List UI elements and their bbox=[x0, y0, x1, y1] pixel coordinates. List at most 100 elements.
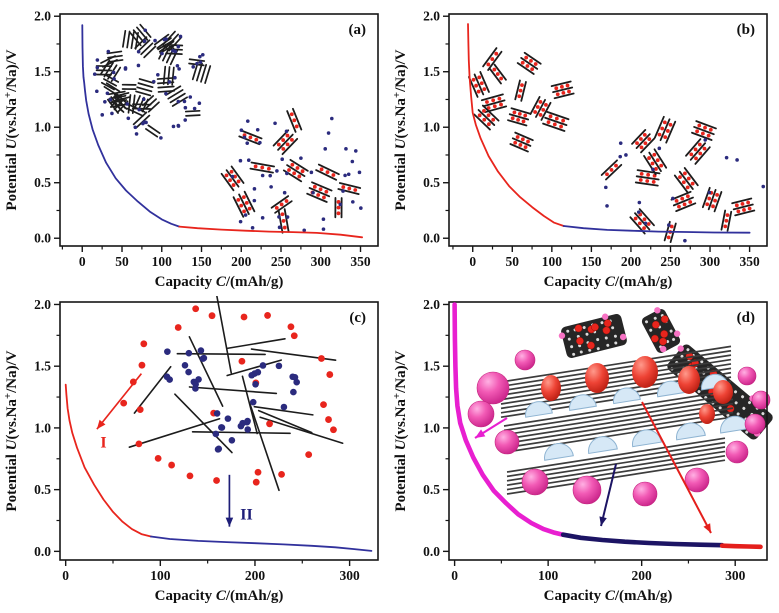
carbon-flake bbox=[641, 307, 681, 353]
panel-c: 0 100 200 300 0.0 0.5 1.0 1.5 2.0 Capacity C/(mAh… bbox=[0, 296, 389, 613]
panel-a: 0 50 100 150 200 250 300 350 0.0 0.5 1.0 1.5 2.0 Capa… bbox=[0, 0, 389, 296]
red-na-sphere bbox=[585, 363, 609, 393]
panel-letter: (c) bbox=[349, 310, 366, 326]
x-tick-label: 0 bbox=[469, 254, 476, 269]
x-axis-label: Capacity C/(mAh/g) bbox=[544, 274, 673, 290]
arrowhead-icon bbox=[225, 517, 234, 527]
y-tick-label: 1.0 bbox=[34, 120, 51, 135]
x-axis-label: Capacity C/(mAh/g) bbox=[155, 274, 284, 290]
x-tick-label: 0 bbox=[62, 568, 69, 583]
y-axis-label: Potential U(vs.Na+/Na)/V bbox=[2, 350, 20, 511]
plot-frame bbox=[59, 301, 379, 561]
x-tick-label: 150 bbox=[191, 254, 212, 269]
x-tick-label: 350 bbox=[739, 254, 760, 269]
red-na-sphere bbox=[678, 366, 700, 394]
panel-letter: (a) bbox=[349, 22, 367, 38]
red-na-sphere bbox=[699, 404, 715, 424]
curve-sloping-region bbox=[467, 23, 565, 227]
y-tick-label: 0.5 bbox=[423, 482, 440, 497]
pink-na-sphere bbox=[751, 390, 771, 410]
pink-na-sphere bbox=[632, 481, 658, 507]
y-tick-label: 1.0 bbox=[423, 420, 440, 435]
x-tick-label: 0 bbox=[79, 254, 86, 269]
x-tick-label: 100 bbox=[538, 568, 559, 583]
pink-na-sphere bbox=[476, 371, 510, 405]
panel-letter: (d) bbox=[737, 310, 755, 326]
y-axis-label: Potential U(vs.Na+/Na)/V bbox=[391, 49, 409, 210]
y-tick-label: 2.0 bbox=[423, 297, 440, 312]
x-tick-label: 300 bbox=[725, 568, 746, 583]
x-axis-label: Capacity C/(mAh/g) bbox=[155, 588, 284, 604]
intercalation-plus-pore-filling-schematic bbox=[600, 115, 766, 244]
y-tick-label: 1.5 bbox=[423, 64, 440, 79]
region-label-II: II bbox=[240, 506, 252, 523]
pink-na-sphere bbox=[572, 475, 602, 505]
y-axis-label: Potential U(vs.Na+/Na)/V bbox=[2, 49, 20, 210]
y-axis-label: Potential U(vs.Na+/Na)/V bbox=[391, 350, 409, 511]
pristine-disordered-carbon-schematic bbox=[92, 23, 212, 140]
x-tick-label: 200 bbox=[245, 568, 266, 583]
panel-d: 0 100 200 300 0.0 0.5 1.0 1.5 2.0 Capacity C/(mAh… bbox=[389, 296, 779, 613]
y-tick-label: 0.5 bbox=[34, 175, 51, 190]
y-tick-label: 0.5 bbox=[423, 175, 440, 190]
curve-plateau-region bbox=[178, 225, 363, 239]
pink-na-sphere bbox=[514, 349, 536, 371]
red-na-sphere bbox=[541, 375, 561, 401]
plot-frame bbox=[448, 301, 768, 561]
curve-tail-region-red bbox=[719, 543, 763, 550]
y-tick-label: 2.0 bbox=[34, 297, 51, 312]
y-tick-label: 2.0 bbox=[423, 9, 440, 24]
arrowhead-icon bbox=[475, 429, 486, 438]
panel-a-chart: 0 50 100 150 200 250 300 350 0.0 0.5 1.0 1.5 2.0 Capa… bbox=[2, 9, 379, 290]
pink-na-sphere bbox=[737, 366, 757, 386]
graphene-stack-with-sodium-illustration bbox=[467, 307, 773, 507]
panel-d-chart: 0 100 200 300 0.0 0.5 1.0 1.5 2.0 Capacity C/(mAh… bbox=[391, 297, 773, 604]
sodiated-intercalation-adsorption-schematic bbox=[220, 107, 363, 234]
y-tick-label: 0.0 bbox=[423, 544, 440, 559]
annotation-arrow bbox=[600, 463, 617, 527]
x-tick-label: 100 bbox=[542, 254, 563, 269]
x-tick-label: 200 bbox=[621, 254, 642, 269]
x-tick-label: 200 bbox=[632, 568, 653, 583]
red-na-sphere bbox=[713, 380, 733, 404]
pink-na-sphere bbox=[521, 468, 549, 496]
x-axis-label: Capacity C/(mAh/g) bbox=[544, 588, 673, 604]
x-tick-label: 250 bbox=[660, 254, 681, 269]
y-tick-label: 0.0 bbox=[34, 544, 51, 559]
curve-plateau-region bbox=[562, 225, 751, 234]
y-tick-label: 1.0 bbox=[423, 120, 440, 135]
x-tick-label: 200 bbox=[231, 254, 252, 269]
annotation-arrow bbox=[96, 373, 143, 430]
y-tick-label: 1.5 bbox=[34, 64, 51, 79]
x-tick-label: 100 bbox=[152, 254, 173, 269]
pink-na-sphere bbox=[467, 400, 495, 428]
panel-letter: (b) bbox=[737, 22, 755, 38]
x-tick-label: 300 bbox=[339, 568, 360, 583]
x-tick-label: 50 bbox=[506, 254, 520, 269]
plot-frame bbox=[59, 13, 379, 247]
arrowhead-icon bbox=[703, 523, 711, 533]
panel-b: 0 50 100 150 200 250 300 350 0.0 0.5 1.0 1.5 2.0 Capa… bbox=[389, 0, 779, 296]
x-tick-label: 250 bbox=[271, 254, 292, 269]
curve-sloping-region-magenta bbox=[452, 302, 566, 537]
y-tick-label: 2.0 bbox=[34, 9, 51, 24]
x-tick-label: 150 bbox=[581, 254, 602, 269]
y-tick-label: 1.0 bbox=[34, 420, 51, 435]
carbon-flake bbox=[558, 313, 627, 358]
red-na-sphere bbox=[632, 356, 658, 388]
y-tick-label: 1.5 bbox=[34, 359, 51, 374]
y-tick-label: 0.0 bbox=[423, 231, 440, 246]
y-tick-label: 1.5 bbox=[423, 359, 440, 374]
x-tick-label: 300 bbox=[311, 254, 332, 269]
arrowhead-icon bbox=[599, 516, 607, 526]
sodium-intercalated-domains-schematic bbox=[468, 47, 575, 153]
curve-plateau-region-navy bbox=[560, 532, 725, 548]
x-tick-label: 50 bbox=[115, 254, 129, 269]
y-tick-label: 0.0 bbox=[34, 231, 51, 246]
pink-na-sphere bbox=[494, 429, 520, 455]
x-tick-label: 350 bbox=[350, 254, 371, 269]
curve-sloping-region bbox=[81, 24, 181, 228]
curve-sloping-region-I bbox=[64, 383, 152, 538]
y-tick-label: 0.5 bbox=[34, 482, 51, 497]
